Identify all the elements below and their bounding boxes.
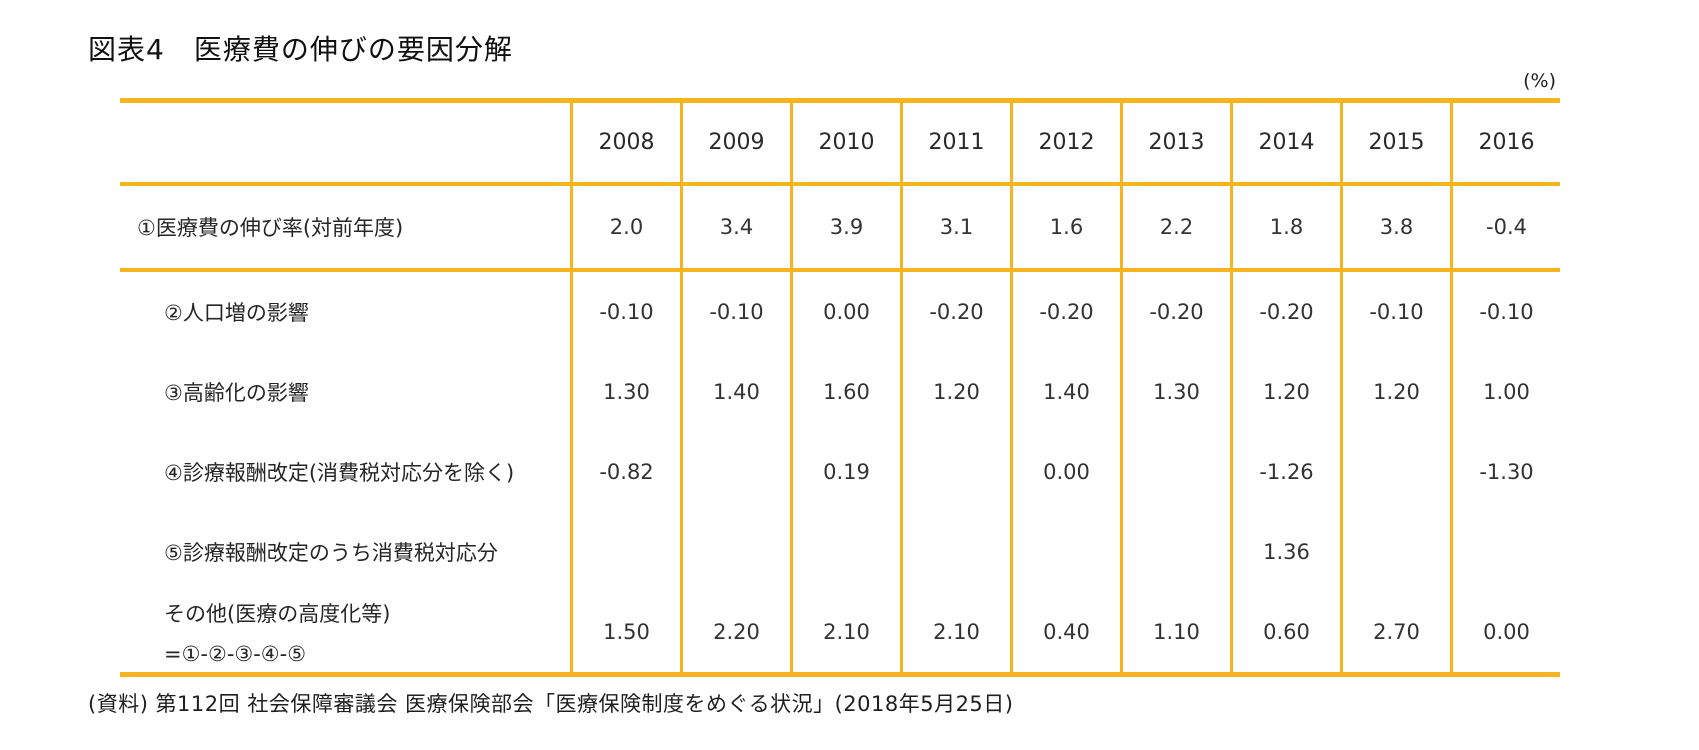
value-cell: 1.20	[1230, 352, 1340, 432]
header-empty-cell	[120, 103, 570, 182]
value-cell: 0.00	[1010, 432, 1120, 512]
value-cell: 1.20	[900, 352, 1010, 432]
value-cell	[900, 512, 1010, 592]
value-cell	[680, 512, 790, 592]
value-cell: 2.0	[570, 186, 680, 268]
header-year-cell: 2015	[1340, 103, 1450, 182]
header-year-cell: 2011	[900, 103, 1010, 182]
value-cell	[900, 432, 1010, 512]
value-cell: 2.2	[1120, 186, 1230, 268]
row-label: ①医療費の伸び率(対前年度)	[137, 216, 404, 240]
value-cell: 1.50	[570, 592, 680, 672]
table-top-border	[120, 98, 1560, 103]
value-cell: -0.20	[1230, 272, 1340, 352]
value-cell: 0.60	[1230, 592, 1340, 672]
value-cell: 1.40	[1010, 352, 1120, 432]
value-cell	[1010, 512, 1120, 592]
value-cell	[680, 432, 790, 512]
table-row-fee-revision: ④診療報酬改定(消費税対応分を除く) -0.82 0.19 0.00 -1.26…	[120, 432, 1560, 512]
value-cell: -0.20	[900, 272, 1010, 352]
value-cell: -0.10	[680, 272, 790, 352]
value-cell	[1340, 432, 1450, 512]
row-label: その他(医療の高度化等) =①-②-③-④-⑤	[120, 592, 570, 672]
value-cell: -0.10	[1340, 272, 1450, 352]
table-row-population: ②人口増の影響 -0.10 -0.10 0.00 -0.20 -0.20 -0.…	[120, 272, 1560, 352]
table-row-consumption-tax: ⑤診療報酬改定のうち消費税対応分 1.36	[120, 512, 1560, 592]
value-cell: -0.20	[1010, 272, 1120, 352]
value-cell	[570, 512, 680, 592]
value-cell: -0.10	[570, 272, 680, 352]
value-cell: 3.4	[680, 186, 790, 268]
value-cell: 1.8	[1230, 186, 1340, 268]
table-row-aging: ③高齢化の影響 1.30 1.40 1.60 1.20 1.40 1.30 1.…	[120, 352, 1560, 432]
table-row-growth-rate: ①医療費の伸び率(対前年度) 2.0 3.4 3.9 3.1 1.6 2.2 1…	[120, 186, 1560, 268]
value-cell: 0.19	[790, 432, 900, 512]
value-cell: 1.30	[1120, 352, 1230, 432]
row-label: ②人口増の影響	[164, 301, 309, 325]
row-label-line1: その他(医療の高度化等)	[164, 602, 391, 626]
value-cell: 1.00	[1450, 352, 1560, 432]
table-row-other: その他(医療の高度化等) =①-②-③-④-⑤ 1.50 2.20 2.10 2…	[120, 592, 1560, 672]
value-cell: 0.00	[1450, 592, 1560, 672]
value-cell: -1.30	[1450, 432, 1560, 512]
header-year-cell: 2012	[1010, 103, 1120, 182]
value-cell: 1.60	[790, 352, 900, 432]
header-year-cell: 2013	[1120, 103, 1230, 182]
source-note: (資料) 第112回 社会保障審議会 医療保険部会「医療保険制度をめぐる状況」(…	[88, 692, 1014, 716]
equation-label: =①-②-③-④-⑤	[164, 642, 307, 666]
value-cell: 1.20	[1340, 352, 1450, 432]
value-cell: 0.40	[1010, 592, 1120, 672]
value-cell: 1.6	[1010, 186, 1120, 268]
value-cell: -1.26	[1230, 432, 1340, 512]
header-year-cell: 2010	[790, 103, 900, 182]
value-cell: 2.10	[790, 592, 900, 672]
value-cell: 1.30	[570, 352, 680, 432]
row-label: ③高齢化の影響	[164, 381, 309, 405]
value-cell	[1450, 512, 1560, 592]
value-cell: 1.36	[1230, 512, 1340, 592]
value-cell: -0.4	[1450, 186, 1560, 268]
divider	[120, 182, 1560, 186]
value-cell: -0.82	[570, 432, 680, 512]
page-title: 図表4 医療費の伸びの要因分解	[88, 33, 513, 66]
factor-table: (%) 2008 2009 2010 2011 2012 2013 2014 2…	[120, 70, 1560, 677]
value-cell: 1.40	[680, 352, 790, 432]
header-year-cell: 2016	[1450, 103, 1560, 182]
value-cell: -0.10	[1450, 272, 1560, 352]
percent-unit-label: (%)	[1523, 70, 1556, 92]
row-label: ⑤診療報酬改定のうち消費税対応分	[164, 541, 498, 565]
value-cell: 3.8	[1340, 186, 1450, 268]
value-cell	[1340, 512, 1450, 592]
value-cell: 1.10	[1120, 592, 1230, 672]
header-year-cell: 2008	[570, 103, 680, 182]
value-cell	[1120, 432, 1230, 512]
value-cell: 3.1	[900, 186, 1010, 268]
row-label: ④診療報酬改定(消費税対応分を除く)	[164, 461, 515, 485]
value-cell: 2.70	[1340, 592, 1450, 672]
table-bottom-border	[120, 672, 1560, 677]
divider	[120, 268, 1560, 272]
value-cell: -0.20	[1120, 272, 1230, 352]
table-header-row: 2008 2009 2010 2011 2012 2013 2014 2015 …	[120, 103, 1560, 182]
header-year-cell: 2014	[1230, 103, 1340, 182]
value-cell: 2.10	[900, 592, 1010, 672]
value-cell: 0.00	[790, 272, 900, 352]
value-cell	[790, 512, 900, 592]
value-cell: 2.20	[680, 592, 790, 672]
value-cell: 3.9	[790, 186, 900, 268]
header-year-cell: 2009	[680, 103, 790, 182]
value-cell	[1120, 512, 1230, 592]
